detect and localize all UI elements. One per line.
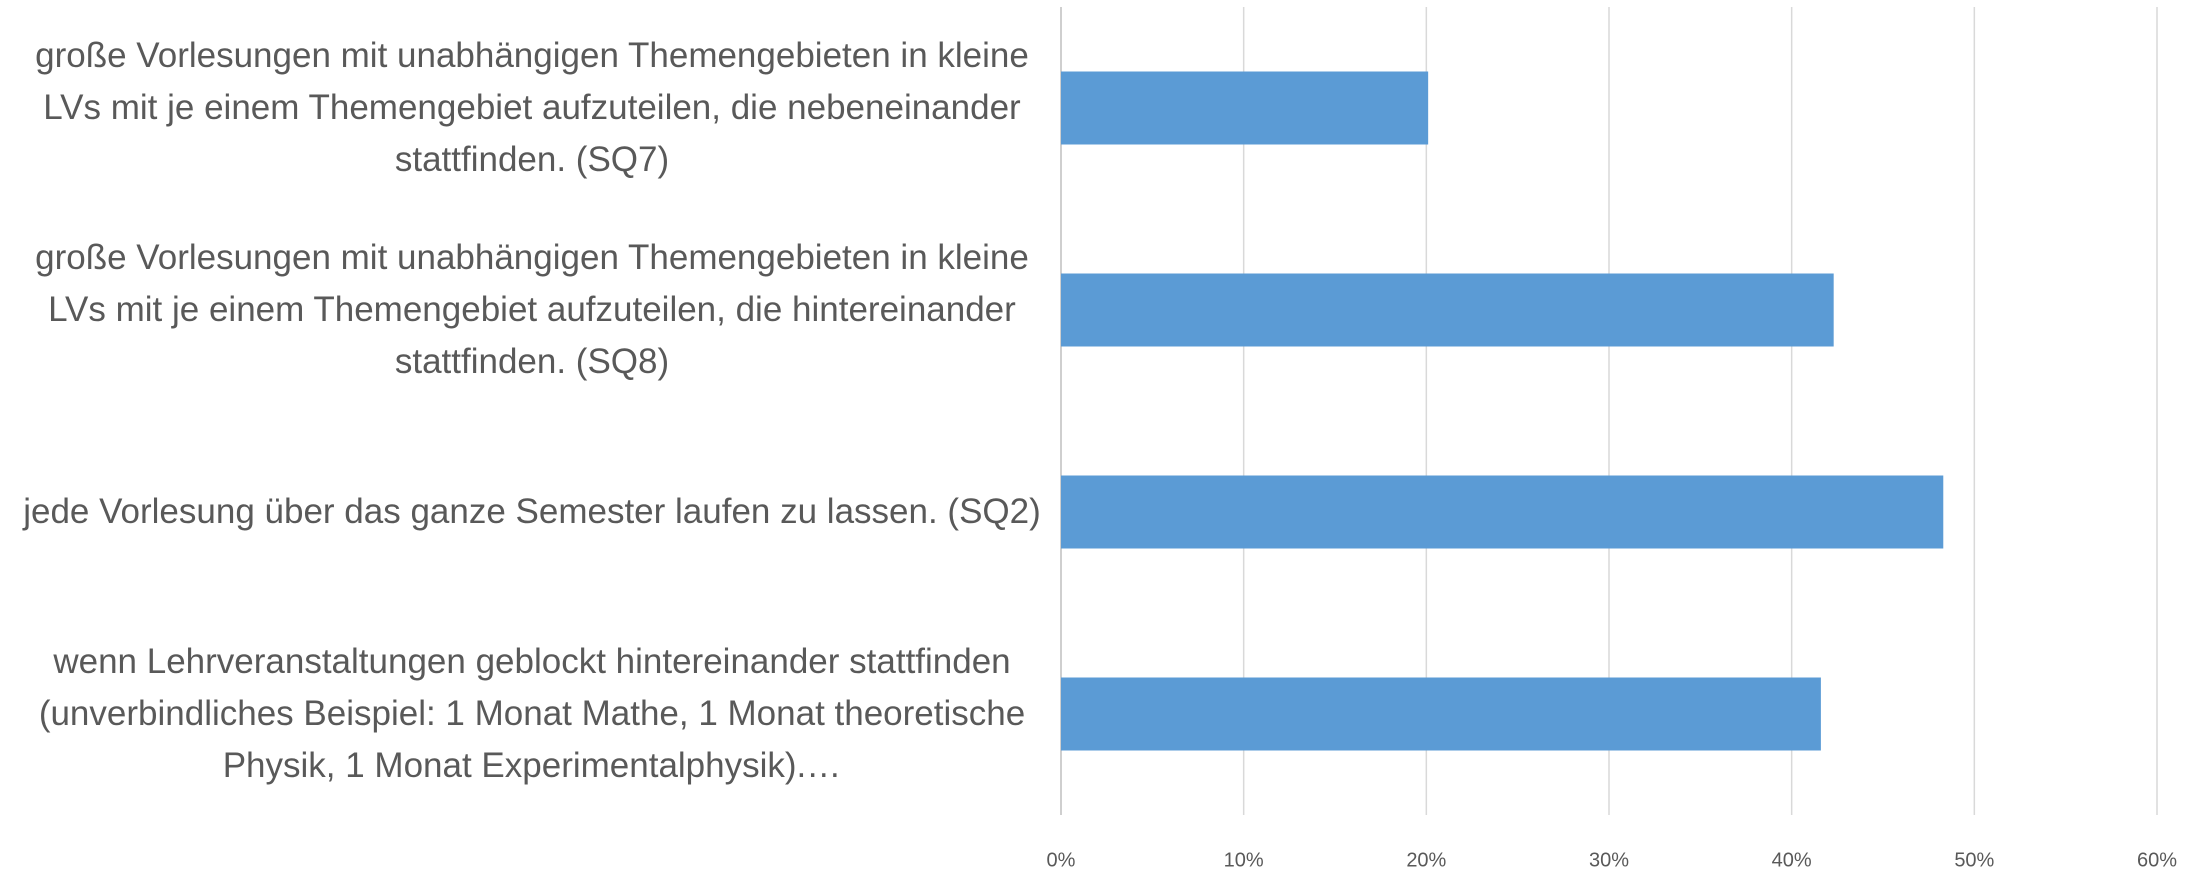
y-tick-label: große Vorlesungen mit unabhängigen Theme… xyxy=(35,36,1029,179)
bar xyxy=(1061,677,1821,751)
y-tick-label: wenn Lehrveranstaltungen geblockt hinter… xyxy=(38,642,1026,785)
y-tick-label: große Vorlesungen mit unabhängigen Theme… xyxy=(35,238,1029,381)
x-tick-label: 40% xyxy=(1772,849,1812,871)
y-tick-label: jede Vorlesung über das ganze Semester l… xyxy=(23,492,1041,531)
bar xyxy=(1061,71,1429,145)
x-tick-label: 20% xyxy=(1406,849,1446,871)
x-tick-label: 50% xyxy=(1954,849,1994,871)
x-tick-label: 30% xyxy=(1589,849,1629,871)
x-tick-label: 0% xyxy=(1047,849,1076,871)
bar xyxy=(1061,273,1834,347)
bar xyxy=(1061,475,1944,549)
x-tick-label: 60% xyxy=(2137,849,2177,871)
x-tick-label: 10% xyxy=(1224,849,1264,871)
